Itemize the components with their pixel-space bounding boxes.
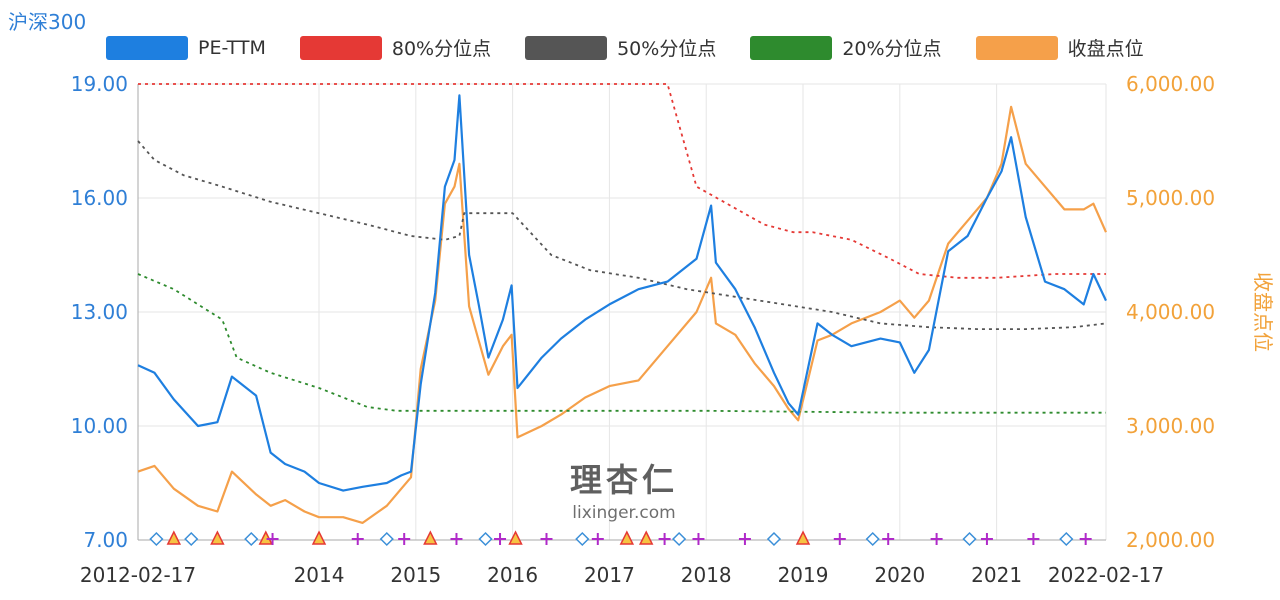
- legend-item-pe[interactable]: PE-TTM: [106, 35, 266, 60]
- legend-swatch-p80: [299, 35, 382, 60]
- percentile-20-line: [137, 273, 1106, 414]
- y-right-tick-label: 3,000.00: [1126, 414, 1215, 438]
- y-right-axis-label: 收盘点位: [1251, 272, 1275, 352]
- legend-swatch-pe: [106, 35, 188, 60]
- legend-item-p50[interactable]: 50%分位点: [525, 34, 716, 61]
- event-marker-diamond: [672, 531, 687, 547]
- legend-swatch-p20: [750, 35, 833, 60]
- legend-label-p50: 50%分位点: [617, 38, 717, 60]
- y-left-tick-label: 16.00: [71, 186, 128, 210]
- event-marker-diamond: [766, 531, 782, 547]
- event-marker-plus: [833, 533, 846, 545]
- event-marker-triangle: [795, 530, 811, 545]
- event-marker-plus: [930, 533, 943, 545]
- y-left-tick-label: 10.00: [71, 414, 128, 438]
- legend-item-p20[interactable]: 20%分位点: [750, 34, 942, 61]
- event-marker-diamond: [575, 531, 590, 547]
- y-left-tick-label: 7.00: [83, 528, 128, 552]
- watermark-brand: 理杏仁: [570, 461, 679, 499]
- close-price-line: [137, 105, 1108, 524]
- event-marker-diamond: [184, 531, 199, 547]
- event-marker-plus: [692, 533, 705, 545]
- event-marker-plus: [882, 533, 895, 545]
- x-tick-label: 2019: [778, 563, 829, 587]
- watermark-url: lixinger.com: [572, 503, 676, 523]
- event-marker-diamond: [244, 531, 259, 547]
- event-marker-triangle: [311, 530, 327, 545]
- y-right-tick-label: 6,000.00: [1126, 72, 1215, 96]
- legend-swatch-close: [975, 35, 1058, 60]
- y-right-tick-label: 4,000.00: [1126, 300, 1215, 324]
- event-marker-plus: [980, 533, 993, 545]
- event-marker-plus: [450, 533, 463, 545]
- legend-swatch-p50: [525, 35, 608, 60]
- x-tick-label: 2016: [487, 563, 538, 587]
- event-marker-triangle: [638, 530, 654, 545]
- event-marker-triangle: [619, 530, 635, 545]
- percentile-50-line: [137, 140, 1107, 330]
- y-right-tick-label: 2,000.00: [1126, 528, 1215, 552]
- event-marker-triangle: [508, 530, 523, 545]
- legend: PE-TTM 80%分位点 50%分位点 20%分位点 收盘点位: [106, 34, 1178, 61]
- event-marker-plus: [1027, 533, 1040, 545]
- pe-ttm-line: [137, 94, 1107, 492]
- x-tick-label: 2012-02-17: [80, 563, 196, 587]
- event-marker-plus: [540, 533, 553, 545]
- event-marker-triangle: [166, 530, 182, 545]
- chart-title: 沪深300: [8, 10, 87, 34]
- watermark-logo: 理杏仁 lixinger.com: [570, 455, 678, 523]
- x-tick-label: 2022-02-17: [1048, 563, 1164, 587]
- x-tick-label: 2020: [874, 563, 925, 587]
- event-marker-diamond: [379, 531, 394, 547]
- legend-label-p80: 80%分位点: [391, 38, 492, 60]
- event-marker-diamond: [478, 531, 493, 547]
- percentile-80-line: [138, 83, 1106, 279]
- event-marker-plus: [494, 533, 507, 545]
- event-marker-plus: [266, 533, 279, 545]
- legend-item-close[interactable]: 收盘点位: [975, 34, 1144, 61]
- y-left-tick-label: 19.00: [71, 72, 128, 96]
- event-marker-plus: [738, 533, 751, 545]
- y-right-tick-label: 5,000.00: [1126, 186, 1215, 210]
- event-marker-triangle: [210, 530, 225, 545]
- legend-label-p20: 20%分位点: [842, 38, 942, 60]
- event-marker-plus: [1079, 533, 1092, 545]
- event-marker-plus: [351, 533, 364, 545]
- y-left-tick-label: 13.00: [71, 300, 128, 324]
- x-tick-label: 2018: [681, 563, 732, 587]
- x-tick-label: 2015: [390, 563, 441, 587]
- event-marker-plus: [591, 533, 604, 545]
- event-marker-diamond: [865, 531, 880, 547]
- event-marker-diamond: [149, 531, 164, 547]
- event-marker-plus: [398, 533, 411, 545]
- legend-label-pe: PE-TTM: [198, 36, 266, 59]
- event-marker-diamond: [1059, 531, 1074, 547]
- event-marker-diamond: [962, 531, 977, 547]
- x-tick-label: 2014: [294, 563, 345, 587]
- x-tick-label: 2021: [971, 563, 1022, 587]
- event-marker-triangle: [423, 530, 438, 545]
- legend-item-p80[interactable]: 80%分位点: [299, 34, 492, 61]
- x-tick-label: 2017: [584, 563, 635, 587]
- legend-label-close: 收盘点位: [1067, 38, 1144, 60]
- event-marker-plus: [658, 533, 671, 545]
